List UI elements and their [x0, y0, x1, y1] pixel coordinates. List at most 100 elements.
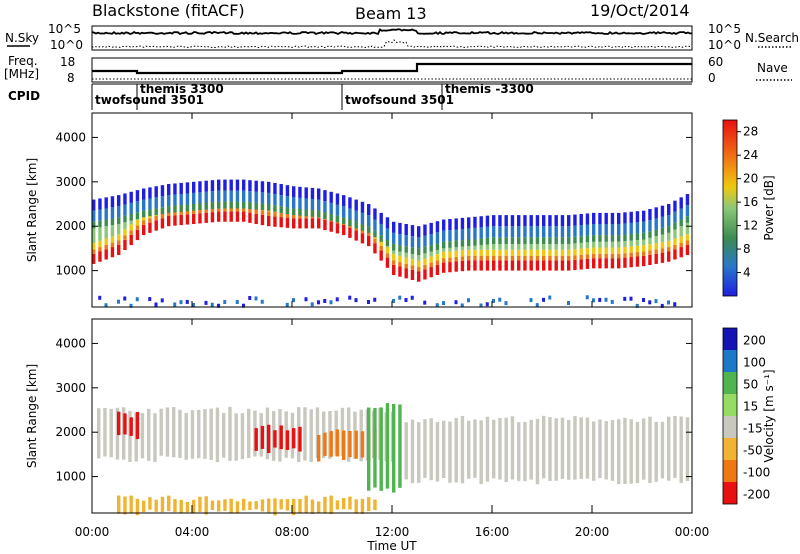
power-cell [529, 237, 533, 244]
power-cell [535, 237, 540, 244]
velocity-colorbar-block [723, 416, 737, 438]
velocity-cell [210, 500, 215, 511]
power-cell [210, 302, 214, 307]
power-cell [398, 266, 402, 277]
power-cell [117, 240, 121, 245]
power-cell [98, 220, 102, 228]
power-cell [204, 208, 208, 213]
power-cell [135, 229, 140, 241]
power-cell [567, 260, 571, 271]
power-cell [98, 251, 102, 262]
power-cell [435, 254, 440, 261]
velocity-cell [279, 499, 283, 510]
power-cell [198, 192, 202, 204]
power-cell [567, 249, 571, 256]
power-cell [335, 297, 339, 302]
power-colorbar-ticks: 4 8 12 16 20 24 28 [737, 125, 758, 280]
power-cell [117, 206, 121, 218]
power-cell [173, 210, 177, 216]
power-cell [629, 222, 633, 234]
time-axis: 00:00 04:00 08:00 12:00 16:00 20:00 00:00 [75, 113, 709, 539]
power-cell [179, 210, 183, 215]
power-cell [185, 214, 190, 225]
power-cell [535, 303, 539, 308]
velocity-cell [97, 408, 101, 459]
power-cell [473, 227, 477, 239]
power-cell [617, 258, 621, 269]
power-cell [223, 190, 227, 202]
power-cell [317, 218, 321, 229]
power-cell [292, 208, 296, 216]
y-tick-label: 1000 [55, 264, 86, 278]
power-cell [110, 225, 115, 237]
power-cell [592, 298, 595, 303]
power-cell [142, 224, 146, 236]
power-cell [210, 212, 215, 223]
power-cell [298, 218, 302, 229]
power-cell [629, 252, 633, 258]
colorbar-tick-label: -15 [743, 422, 763, 436]
power-cell [392, 260, 396, 265]
power-cell [229, 211, 233, 222]
power-cell [648, 244, 652, 251]
power-cell [598, 241, 602, 248]
power-cell [367, 299, 370, 304]
x-tick-label: 12:00 [375, 525, 410, 539]
power-cell [685, 205, 690, 217]
power-cell [467, 246, 471, 250]
power-cell [460, 240, 465, 247]
power-cell [560, 249, 565, 256]
power-cell [442, 248, 446, 252]
power-cell [679, 242, 683, 248]
power-cell [567, 237, 571, 244]
power-cell [560, 237, 565, 244]
power-cell [629, 246, 633, 253]
power-cell [542, 260, 546, 271]
power-cell [479, 303, 483, 308]
power-cell [629, 240, 633, 247]
power-cell [392, 221, 396, 233]
power-cell [517, 260, 521, 271]
power-cell [485, 260, 490, 271]
power-cell [248, 202, 252, 210]
power-cell [129, 202, 133, 214]
power-cell [579, 248, 583, 255]
velocity-cell [140, 413, 145, 459]
power-cell [254, 202, 258, 210]
power-cell [392, 243, 396, 251]
power-cell [104, 197, 108, 209]
power-cell [267, 204, 271, 211]
velocity-cell [479, 420, 483, 485]
velocity-cell [473, 419, 477, 478]
power-cell [523, 226, 527, 238]
velocity-cell [329, 495, 333, 515]
power-cell [604, 235, 608, 242]
power-cell [117, 244, 121, 256]
power-cell [454, 257, 458, 262]
power-cell [510, 260, 515, 271]
velocity-cell [273, 498, 277, 516]
power-cell [129, 220, 133, 225]
power-cell [104, 208, 108, 220]
power-cell [160, 213, 165, 219]
velocity-cell [117, 411, 121, 436]
power-cell [685, 240, 690, 245]
power-cell [648, 220, 652, 232]
velocity-cell [429, 418, 433, 481]
power-cell [254, 209, 258, 214]
power-cell [460, 228, 465, 241]
power-cell [673, 229, 677, 239]
power-cell [642, 210, 646, 222]
power-cell [392, 250, 396, 255]
power-cell [360, 212, 365, 224]
power-cell [379, 235, 383, 242]
power-cell [635, 245, 640, 253]
velocity-cell [167, 495, 171, 512]
velocity-cell [159, 408, 163, 456]
velocity-cell [223, 499, 227, 511]
power-cell [479, 260, 483, 271]
velocity-cell [248, 501, 252, 510]
power-cell [210, 207, 215, 213]
power-cell [579, 213, 583, 226]
power-cell [454, 218, 458, 230]
